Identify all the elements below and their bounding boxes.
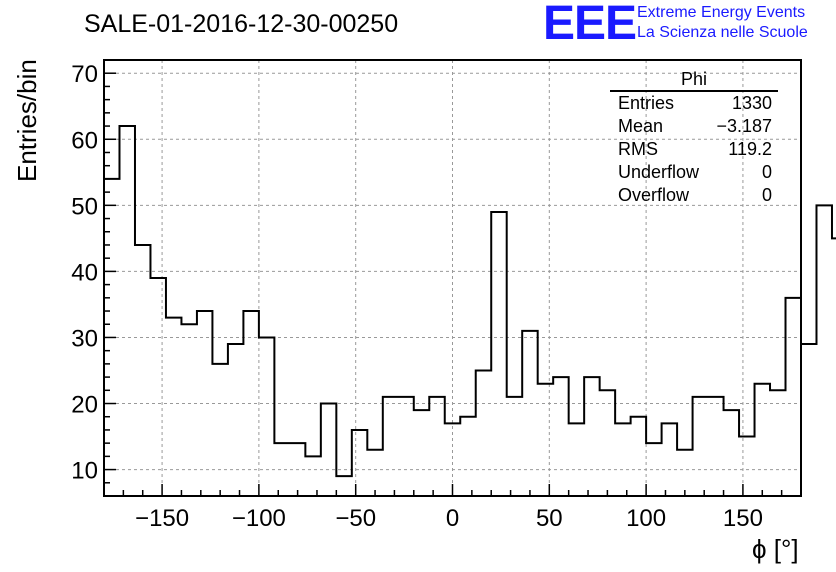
stats-label: Underflow (618, 162, 700, 182)
stats-row-rms: RMS 119.2 (610, 138, 778, 161)
histogram-outline (104, 125, 836, 478)
eee-logo: EEE (543, 0, 637, 50)
axis-ticks (103, 59, 802, 497)
stats-value: −3.187 (716, 116, 772, 136)
stats-label: Overflow (618, 185, 690, 205)
stats-title: Phi (610, 68, 778, 92)
stats-value: 119.2 (728, 139, 772, 159)
stats-value: 0 (761, 162, 772, 182)
y-axis-label-text: Entries/bin (12, 59, 42, 182)
logo-line-1: Extreme Energy Events (637, 4, 806, 21)
x-tick-label: 50 (536, 505, 563, 532)
y-tick-label: 10 (71, 458, 98, 485)
stats-row-entries: Entries 1330 (610, 92, 778, 115)
logo-line-2: La Scienza nelle Scuole (637, 24, 808, 41)
x-tick-label: −50 (335, 505, 376, 532)
x-tick-label: 100 (626, 505, 666, 532)
stats-row-underflow: Underflow 0 (610, 161, 778, 184)
x-tick-label: −150 (135, 505, 189, 532)
x-tick-label: 0 (446, 505, 459, 532)
tick-labels: −150 −100 −50 0 50 100 150 10 20 30 40 50 60 70 (71, 61, 763, 532)
x-tick-label: 150 (723, 505, 763, 532)
stats-label: RMS (618, 139, 658, 159)
stats-label: Entries (618, 93, 675, 113)
y-tick-label: 40 (71, 259, 98, 286)
stats-row-mean: Mean −3.187 (610, 115, 778, 138)
stats-box: Phi Entries 1330 Mean −3.187 RMS 119.2 Unde… (610, 68, 778, 207)
stats-row-overflow: Overflow 0 (610, 184, 778, 207)
y-tick-label: 60 (71, 127, 98, 154)
y-tick-label: 20 (71, 392, 98, 419)
stats-value: 0 (761, 185, 772, 205)
stats-label: Mean (618, 116, 664, 136)
y-tick-label: 50 (71, 193, 98, 220)
run-title: SALE-01-2016-12-30-00250 (84, 10, 399, 38)
x-tick-label: −100 (232, 505, 286, 532)
y-axis-label: Entries/bin (8, 59, 42, 188)
logo-caption: Extreme Energy Events La Scienza nelle S… (637, 3, 808, 43)
y-tick-label: 30 (71, 325, 98, 352)
y-tick-label: 70 (71, 61, 98, 88)
grid-lines (104, 60, 801, 496)
stats-value: 1330 (731, 93, 772, 113)
x-axis-label: ϕ [°] (752, 534, 799, 564)
